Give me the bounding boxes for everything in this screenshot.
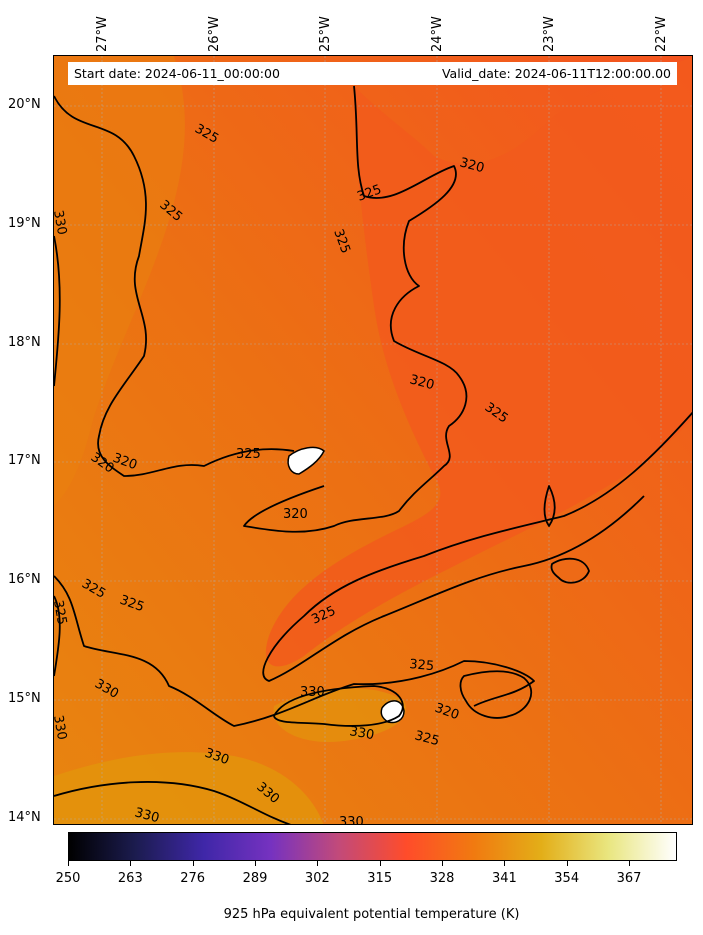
colorbar-tick-label: 328 xyxy=(429,871,455,886)
colorbar-tick-mark xyxy=(130,861,132,866)
warm-region-southwest xyxy=(54,752,324,824)
colorbar-tick-mark xyxy=(504,861,506,866)
colorbar-tick-mark xyxy=(68,861,69,866)
lat-label-19n: 19°N xyxy=(8,216,41,231)
lon-label-22w: 22°W xyxy=(654,16,669,52)
contour-label: 320 xyxy=(408,372,436,393)
colorbar-tick-label: 276 xyxy=(180,871,206,886)
colorbar-tick-mark xyxy=(442,861,444,866)
lat-label-16n: 16°N xyxy=(8,572,41,587)
valid-date-label: Valid_date: 2024-06-11T12:00:00.00 xyxy=(441,66,671,81)
lat-label-18n: 18°N xyxy=(8,335,41,350)
colorbar-tick-mark xyxy=(192,861,194,866)
colorbar-tick-label: 367 xyxy=(616,871,642,886)
contour-label: 325 xyxy=(409,657,435,674)
warm-region-northwest xyxy=(54,56,185,506)
contour-320-north-a xyxy=(243,85,468,533)
contour-label: 325 xyxy=(413,728,441,749)
colorbar-tick-mark xyxy=(317,861,319,866)
map-panel: 325 320 325 325 325 320 325 325 320 320 … xyxy=(53,55,693,825)
colorbar-tick-label: 289 xyxy=(242,871,268,886)
contour-label: 330 xyxy=(133,805,161,825)
start-date-label: Start date: 2024-06-11_00:00:00 xyxy=(74,66,280,81)
gridlines xyxy=(54,56,692,824)
colorbar-tick-mark xyxy=(566,861,568,866)
colorbar-tick-mark xyxy=(379,861,381,866)
lon-label-26w: 26°W xyxy=(207,16,222,52)
colorbar xyxy=(68,832,677,861)
contour-lines xyxy=(54,85,692,824)
contour-closed-east xyxy=(550,557,590,584)
date-info-box: Start date: 2024-06-11_00:00:00 Valid_da… xyxy=(68,62,677,85)
lat-label-20n: 20°N xyxy=(8,97,41,112)
lon-label-27w: 27°W xyxy=(95,16,110,52)
colorbar-title: 925 hPa equivalent potential temperature… xyxy=(223,907,520,922)
contour-325-south xyxy=(54,575,535,727)
colorbar-tick-label: 354 xyxy=(554,871,580,886)
island-high-theta-north xyxy=(287,446,325,475)
cool-region xyxy=(265,56,692,667)
lon-label-25w: 25°W xyxy=(318,16,333,52)
theta-e-map: 325 320 325 325 325 320 325 325 320 320 … xyxy=(54,56,692,825)
colorbar-tick-label: 341 xyxy=(491,871,517,886)
contour-closed-east-small xyxy=(543,485,556,527)
colorbar-tick-label: 302 xyxy=(304,871,330,886)
contour-330-west-edge xyxy=(54,595,61,677)
contour-label: 320 xyxy=(458,155,486,176)
contour-label: 330 xyxy=(300,685,325,700)
contour-label: 330 xyxy=(339,815,364,825)
lon-label-23w: 23°W xyxy=(542,16,557,52)
contour-label: 325 xyxy=(54,599,69,626)
contour-320-tongue xyxy=(262,411,692,682)
colorbar-tick-mark xyxy=(629,861,631,866)
colorbar-tick-label: 263 xyxy=(117,871,143,886)
lat-label-15n: 15°N xyxy=(8,691,41,706)
contour-label: 320 xyxy=(283,507,308,522)
lon-label-24w: 24°W xyxy=(430,16,445,52)
contour-325-northwest xyxy=(54,95,295,477)
lat-label-17n: 17°N xyxy=(8,453,41,468)
contour-label: 330 xyxy=(54,209,69,236)
contour-330-southwest xyxy=(54,781,292,824)
contour-closed-southeast xyxy=(459,670,533,719)
colorbar-tick-mark xyxy=(255,861,257,866)
contour-label: 330 xyxy=(348,724,375,743)
contour-label: 330 xyxy=(54,714,69,741)
colorbar-tick-label: 315 xyxy=(367,871,393,886)
colorbar-tick-label: 250 xyxy=(55,871,81,886)
contour-label: 325 xyxy=(236,447,261,462)
contour-330-south xyxy=(273,685,404,727)
lat-label-14n: 14°N xyxy=(8,810,41,825)
contour-325-west-edge xyxy=(54,235,61,387)
